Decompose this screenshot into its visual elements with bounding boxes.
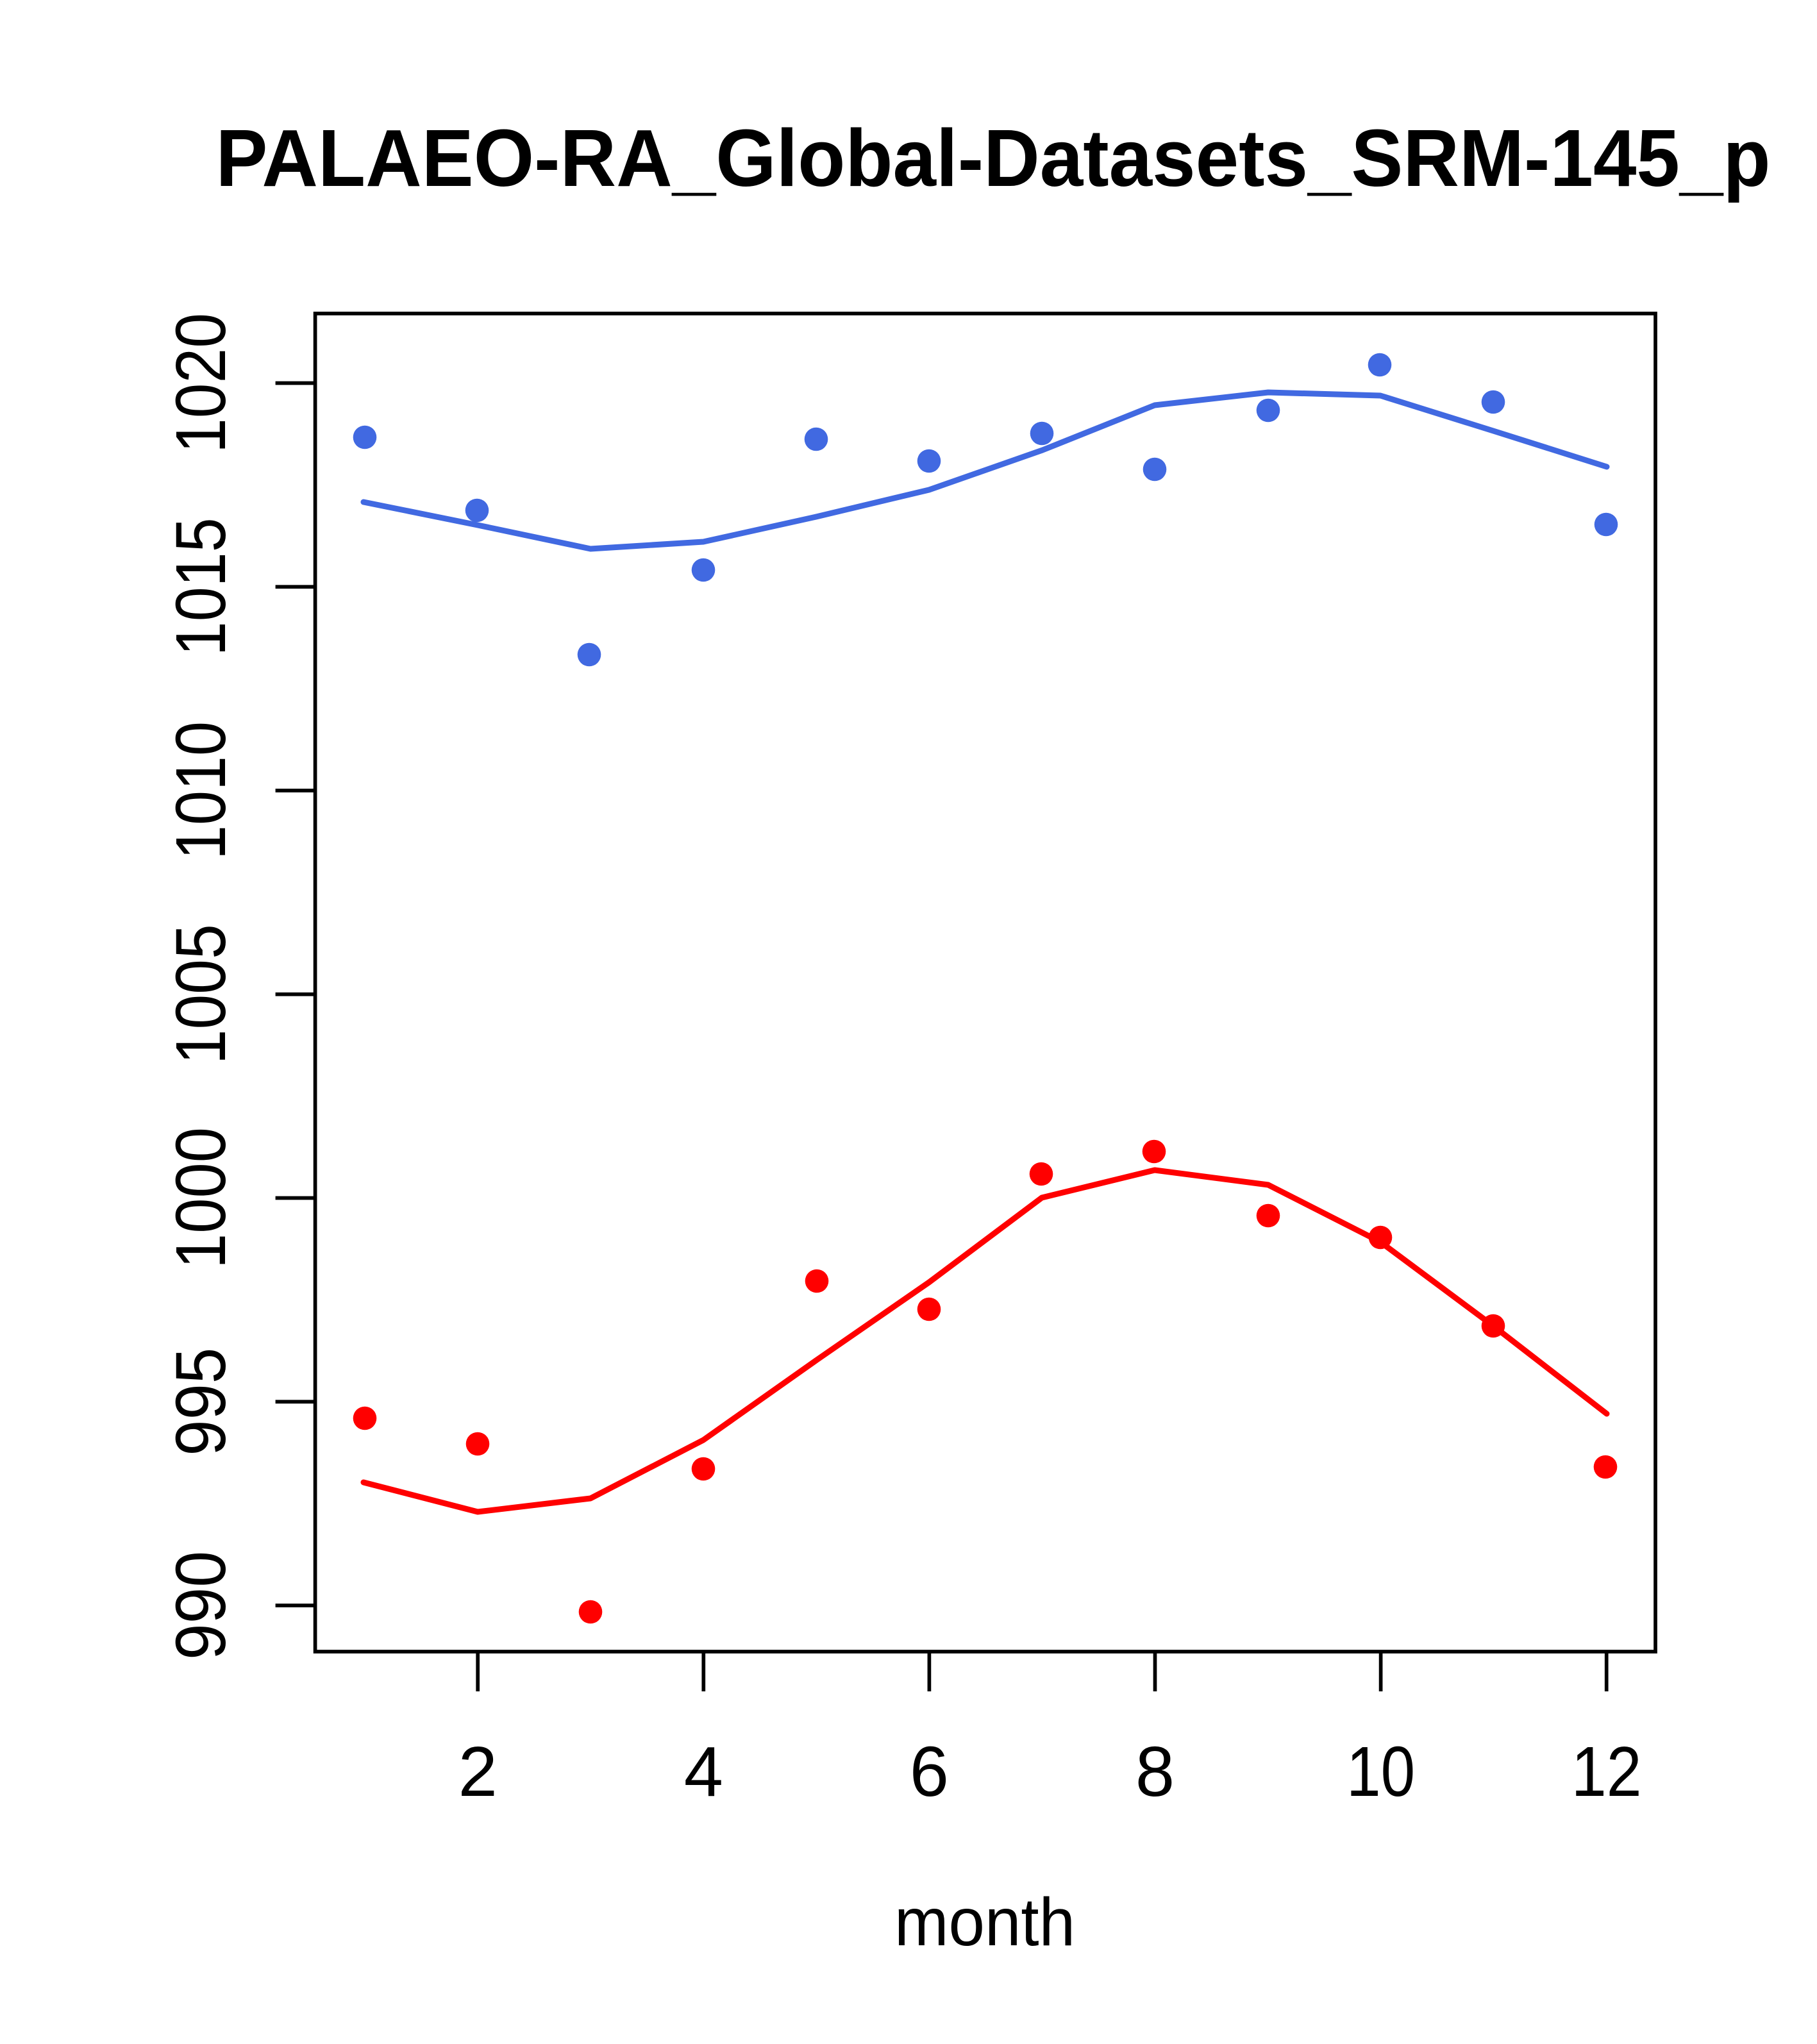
svg-text:10: 10 (1346, 1732, 1415, 1811)
svg-text:995: 995 (162, 1348, 240, 1456)
svg-text:2: 2 (458, 1732, 498, 1811)
svg-text:1010: 1010 (162, 721, 240, 860)
svg-text:1000: 1000 (162, 1127, 240, 1269)
svg-text:4: 4 (684, 1732, 723, 1811)
svg-text:1015: 1015 (162, 517, 240, 656)
svg-text:PALAEO-RA_Global-Datasets_SRM-: PALAEO-RA_Global-Datasets_SRM-145_p (216, 113, 1771, 203)
svg-text:1020: 1020 (162, 313, 240, 453)
svg-text:1005: 1005 (162, 924, 240, 1064)
svg-text:month: month (894, 1884, 1075, 1960)
svg-text:12: 12 (1571, 1732, 1642, 1811)
svg-text:6: 6 (910, 1732, 949, 1811)
svg-text:990: 990 (162, 1551, 240, 1660)
svg-text:8: 8 (1135, 1732, 1175, 1811)
